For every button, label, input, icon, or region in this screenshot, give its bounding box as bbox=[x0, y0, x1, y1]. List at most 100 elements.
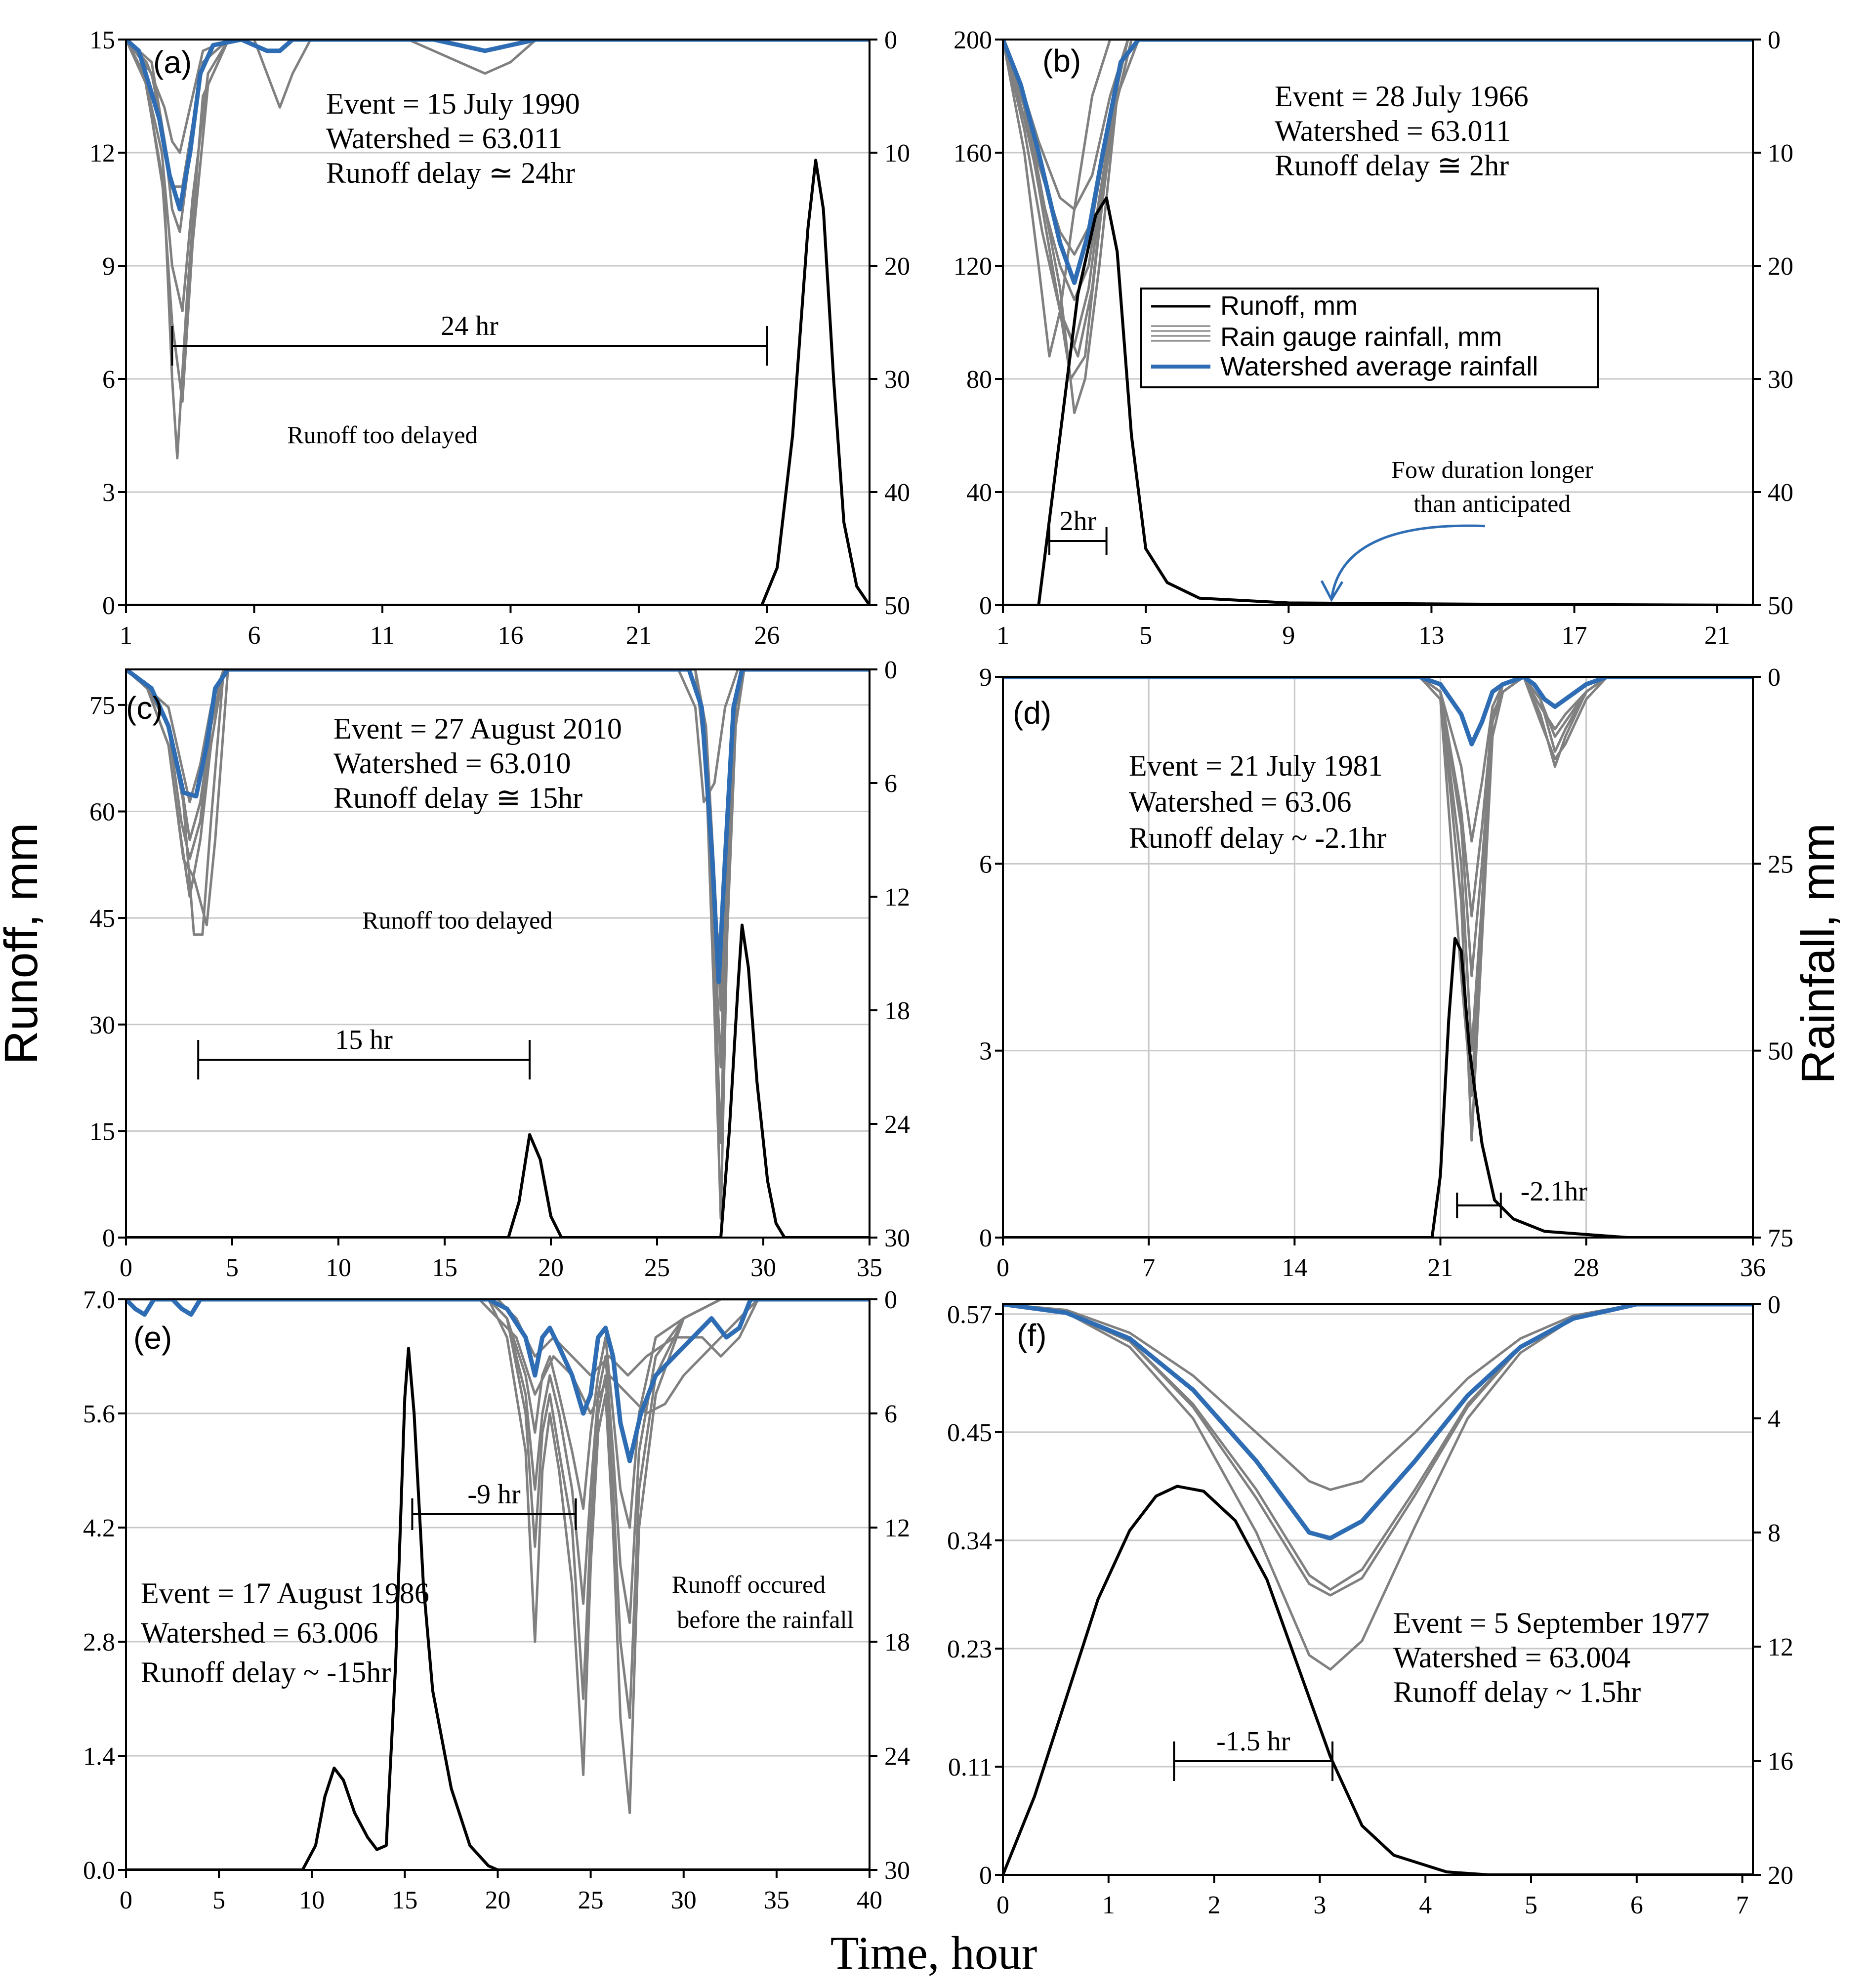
ytick-label-right: 18 bbox=[884, 997, 910, 1025]
ytick-label-left: 6 bbox=[979, 850, 992, 878]
ytick-label-left: 40 bbox=[966, 479, 992, 507]
ytick-label-right: 30 bbox=[884, 1857, 910, 1885]
xtick-label: 6 bbox=[248, 621, 260, 650]
xtick-label: 6 bbox=[1630, 1891, 1643, 1919]
ytick-label-right: 20 bbox=[1768, 252, 1793, 281]
panel-label: (d) bbox=[1013, 695, 1051, 731]
xtick-label: 35 bbox=[857, 1254, 882, 1282]
xtick-label: 28 bbox=[1574, 1254, 1599, 1282]
ytick-label-left: 0 bbox=[979, 592, 992, 620]
ytick-label-left: 0.34 bbox=[947, 1527, 992, 1555]
xtick-label: 5 bbox=[226, 1254, 239, 1282]
ytick-label-left: 200 bbox=[954, 26, 992, 54]
plot-frame-f bbox=[1002, 1303, 1754, 1876]
watershed-average-line-b bbox=[1003, 40, 1753, 285]
xtick-label: 10 bbox=[326, 1254, 351, 1282]
runoff-line-d bbox=[1003, 937, 1753, 1238]
rain-gauge-line-f-1 bbox=[1003, 1304, 1753, 1491]
ytick-label-left: 7.0 bbox=[83, 1286, 115, 1314]
xtick-label: 25 bbox=[644, 1254, 670, 1282]
ytick-label-right: 50 bbox=[1768, 592, 1793, 620]
event-label: Event = 17 August 1986 bbox=[141, 1577, 429, 1610]
ytick-label-right: 0 bbox=[1768, 663, 1781, 692]
xtick-label: 40 bbox=[857, 1886, 882, 1914]
ytick-label-right: 75 bbox=[1768, 1224, 1793, 1252]
ytick-label-left: 60 bbox=[89, 798, 115, 827]
runoff-delay-label: Runoff delay ≃ 24hr bbox=[326, 157, 575, 189]
annotation-note: before the rainfall bbox=[677, 1606, 854, 1633]
runoff-line-a bbox=[126, 159, 870, 605]
ytick-label-right: 24 bbox=[884, 1111, 910, 1139]
ytick-label-left: 0 bbox=[102, 1224, 115, 1252]
plot-frame-c bbox=[125, 668, 871, 1239]
annotation-note: than anticipated bbox=[1413, 490, 1571, 517]
xtick-label: 7 bbox=[1736, 1891, 1749, 1919]
ytick-label-left: 0.11 bbox=[948, 1753, 992, 1781]
event-label: Event = 21 July 1981 bbox=[1129, 749, 1383, 782]
ytick-label-left: 9 bbox=[102, 252, 115, 281]
ytick-label-right: 10 bbox=[1768, 139, 1793, 167]
delay-bracket-label: 15 hr bbox=[335, 1025, 393, 1055]
watershed-average-line-f bbox=[1003, 1304, 1753, 1541]
series-group-e bbox=[126, 1299, 870, 1870]
xtick-label: 35 bbox=[764, 1886, 789, 1914]
xtick-label: 30 bbox=[750, 1254, 776, 1282]
xtick-label: 10 bbox=[299, 1886, 325, 1914]
event-label: Event = 28 July 1966 bbox=[1275, 80, 1529, 113]
xtick-label: 7 bbox=[1142, 1254, 1155, 1282]
ytick-label-left: 2.8 bbox=[83, 1628, 115, 1657]
annotation-note: Runoff occured bbox=[672, 1571, 826, 1598]
runoff-delay-label: Runoff delay ≅ 2hr bbox=[1275, 149, 1509, 182]
ytick-label-right: 12 bbox=[884, 883, 910, 911]
ytick-label-left: 160 bbox=[954, 139, 992, 167]
ytick-label-right: 4 bbox=[1768, 1405, 1781, 1433]
ytick-label-left: 15 bbox=[89, 26, 115, 54]
ytick-label-right: 20 bbox=[884, 252, 910, 281]
xtick-label: 15 bbox=[432, 1254, 457, 1282]
ytick-label-left: 0.23 bbox=[947, 1635, 992, 1663]
xtick-label: 16 bbox=[498, 621, 523, 650]
xtick-label: 1 bbox=[1102, 1891, 1115, 1919]
ytick-label-right: 12 bbox=[884, 1514, 910, 1542]
xtick-label: 36 bbox=[1740, 1254, 1766, 1282]
ytick-label-left: 0.57 bbox=[947, 1301, 992, 1329]
ytick-label-left: 1.4 bbox=[83, 1742, 115, 1771]
xtick-label: 5 bbox=[1139, 621, 1152, 650]
ytick-label-right: 24 bbox=[884, 1742, 910, 1771]
ytick-label-left: 45 bbox=[89, 905, 115, 933]
event-label: Event = 27 August 2010 bbox=[333, 712, 622, 745]
xtick-label: 21 bbox=[626, 621, 652, 650]
ytick-label-left: 75 bbox=[89, 692, 115, 720]
runoff-line-b bbox=[1003, 196, 1753, 605]
ytick-label-right: 6 bbox=[884, 770, 897, 798]
ytick-label-right: 40 bbox=[884, 479, 910, 507]
ytick-label-right: 50 bbox=[884, 592, 910, 620]
annotation-note: Fow duration longer bbox=[1391, 456, 1593, 483]
panel-e: 0.0 1.4 2.8 4.2 5.6 7.0 0 6 12 18 24 30 0 5 10 15 20 25 30… bbox=[83, 1286, 910, 1914]
xtick-label: 21 bbox=[1428, 1254, 1453, 1282]
xtick-label: 0 bbox=[120, 1254, 132, 1282]
ytick-label-right: 30 bbox=[884, 366, 910, 394]
event-label: Event = 5 September 1977 bbox=[1393, 1607, 1709, 1639]
ytick-label-right: 0 bbox=[1768, 26, 1781, 54]
plot-frame-a bbox=[125, 39, 871, 606]
watershed-average-line-a bbox=[126, 40, 870, 211]
series-group-a bbox=[126, 40, 870, 605]
watershed-label: Watershed = 63.011 bbox=[326, 122, 562, 155]
runoff-line-c bbox=[126, 923, 870, 1238]
runoff-axis-title: Runoff, mm bbox=[0, 823, 47, 1064]
ytick-label-left: 0.45 bbox=[947, 1419, 992, 1447]
annotation-note: Runoff too delayed bbox=[362, 907, 552, 934]
series-group-d bbox=[1003, 677, 1753, 1238]
watershed-label: Watershed = 63.004 bbox=[1393, 1641, 1631, 1674]
ytick-label-left: 9 bbox=[979, 663, 992, 692]
watershed-average-line-d bbox=[1003, 677, 1753, 746]
delay-bracket-label: 2hr bbox=[1059, 506, 1096, 537]
series-group-b bbox=[1003, 40, 1753, 605]
xtick-label: 9 bbox=[1282, 621, 1295, 650]
